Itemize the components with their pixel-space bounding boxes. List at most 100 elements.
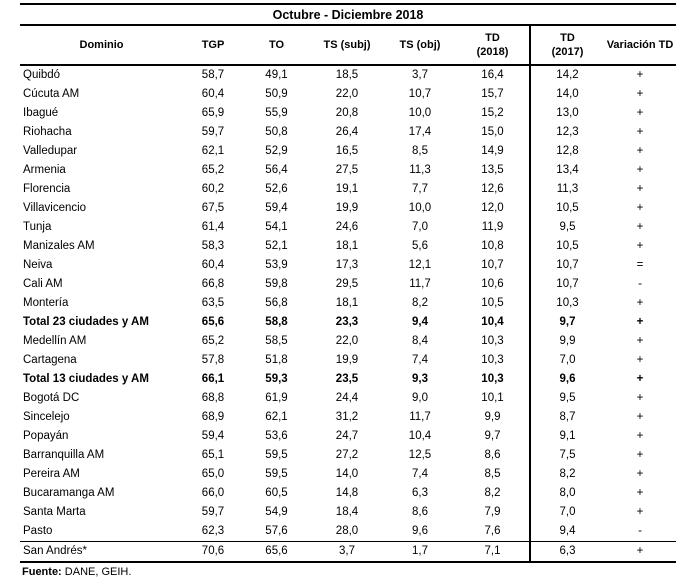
value-cell: 9,7: [484, 430, 501, 442]
table-row: Pasto 62,3 57,6 28,0 9,6 7,6 9,4 -: [20, 522, 676, 542]
value-cell: 9,7: [529, 313, 604, 332]
value-cell: 65,2: [201, 164, 225, 176]
value-cell: 10,3: [481, 373, 504, 385]
value-cell: 56,8: [265, 297, 288, 309]
value-cell: 59,7: [201, 506, 225, 518]
value-cell: 7,6: [484, 525, 501, 537]
value-cell: 59,4: [201, 430, 225, 442]
value-cell: 7,1: [456, 541, 530, 563]
value-cell: 10,0: [408, 107, 432, 119]
domain-cell: Quibdó: [23, 69, 61, 81]
value-cell: 57,8: [201, 354, 225, 366]
value-cell: 66,8: [201, 278, 225, 290]
table-row: Total 23 ciudades y AM 65,6 58,8 23,3 9,4 10,…: [20, 313, 676, 332]
value-cell: 66,1: [201, 373, 225, 385]
value-cell: 10,6: [481, 278, 504, 290]
value-cell: 28,0: [335, 525, 359, 537]
value-cell: 10,3: [529, 294, 604, 313]
value-cell: 19,1: [335, 183, 359, 195]
value-cell: 61,4: [201, 221, 225, 233]
value-cell: 52,6: [265, 183, 288, 195]
table-head: Octubre - Diciembre 2018 Dominio TGP TO TS …: [20, 3, 677, 66]
value-cell: -: [638, 525, 642, 537]
value-cell: 13,4: [529, 161, 604, 180]
table-row: Cúcuta AM 60,4 50,9 22,0 10,7 15,7 14,0 +: [20, 85, 676, 104]
domain-cell: Villavicencio: [23, 202, 87, 214]
value-cell: 8,2: [484, 487, 501, 499]
value-cell: 62,1: [201, 145, 225, 157]
domain-cell: Medellín AM: [23, 335, 87, 347]
domain-cell: Sincelejo: [23, 411, 70, 423]
value-cell: 7,7: [412, 183, 428, 195]
value-cell: +: [636, 88, 644, 100]
value-cell: 10,5: [529, 199, 604, 218]
value-cell: 9,4: [412, 316, 428, 328]
value-cell: 18,4: [335, 506, 359, 518]
domain-cell: Manizales AM: [23, 240, 95, 252]
value-cell: 12,3: [529, 123, 604, 142]
value-cell: 7,0: [529, 503, 604, 522]
value-cell: 10,5: [529, 237, 604, 256]
value-cell: 11,7: [409, 278, 431, 290]
value-cell: 18,1: [335, 297, 359, 309]
value-cell: 10,3: [481, 335, 504, 347]
value-cell: 10,7: [529, 275, 604, 294]
value-cell: 7,0: [529, 351, 604, 370]
domain-cell: Bogotá DC: [23, 392, 80, 404]
value-cell: +: [636, 145, 644, 157]
value-cell: 5,6: [412, 240, 428, 252]
value-cell: +: [636, 69, 644, 81]
value-cell: 55,9: [265, 107, 288, 119]
value-cell: 12,0: [481, 202, 504, 214]
domain-cell: Cali AM: [23, 278, 63, 290]
value-cell: 63,5: [201, 297, 225, 309]
value-cell: 22,0: [335, 335, 359, 347]
value-cell: 27,5: [335, 164, 359, 176]
labor-indicators-table: Octubre - Diciembre 2018 Dominio TGP TO TS …: [20, 3, 677, 563]
value-cell: 10,7: [481, 259, 504, 271]
value-cell: 20,8: [335, 107, 359, 119]
value-cell: 9,3: [412, 373, 428, 385]
value-cell: 8,7: [529, 408, 604, 427]
value-cell: 8,2: [529, 465, 604, 484]
value-cell: 9,1: [529, 427, 604, 446]
value-cell: 57,6: [265, 525, 288, 537]
source-text: DANE, GEIH.: [61, 566, 132, 578]
value-cell: 1,7: [384, 541, 456, 563]
domain-cell: Montería: [23, 297, 69, 309]
value-cell: 67,5: [201, 202, 225, 214]
value-cell: 65,6: [243, 541, 310, 563]
table-row: Popayán 59,4 53,6 24,7 10,4 9,7 9,1 +: [20, 427, 676, 446]
value-cell: 62,1: [265, 411, 288, 423]
column-header: TO: [243, 25, 310, 66]
table-row: Medellín AM 65,2 58,5 22,0 8,4 10,3 9,9 +: [20, 332, 676, 351]
value-cell: 17,3: [335, 259, 359, 271]
table-row: Quibdó 58,7 49,1 18,5 3,7 16,4 14,2 +: [20, 65, 676, 85]
title-row: Octubre - Diciembre 2018: [20, 3, 677, 26]
value-cell: 22,0: [335, 88, 359, 100]
domain-cell: Neiva: [23, 259, 53, 271]
value-cell: 60,4: [201, 88, 225, 100]
value-cell: 56,4: [265, 164, 288, 176]
value-cell: 60,4: [201, 259, 225, 271]
value-cell: 26,4: [335, 126, 359, 138]
value-cell: +: [636, 411, 644, 423]
value-cell: +: [636, 164, 644, 176]
value-cell: 8,6: [412, 506, 428, 518]
value-cell: 12,6: [481, 183, 504, 195]
domain-cell: Pereira AM: [23, 468, 80, 480]
value-cell: +: [636, 392, 644, 404]
value-cell: 12,5: [408, 449, 432, 461]
value-cell: 29,5: [335, 278, 359, 290]
value-cell: 24,4: [335, 392, 359, 404]
value-cell: 14,0: [335, 468, 359, 480]
value-cell: 6,3: [412, 487, 428, 499]
value-cell: 10,7: [408, 88, 432, 100]
table-row: San Andrés* 70,6 65,6 3,7 1,7 7,1 6,3 +: [20, 541, 677, 563]
table-row: Sincelejo 68,9 62,1 31,2 11,7 9,9 8,7 +: [20, 408, 676, 427]
domain-cell: Florencia: [23, 183, 71, 195]
value-cell: 59,5: [265, 468, 288, 480]
value-cell: 53,6: [265, 430, 288, 442]
value-cell: 65,2: [201, 335, 225, 347]
value-cell: 65,0: [201, 468, 225, 480]
